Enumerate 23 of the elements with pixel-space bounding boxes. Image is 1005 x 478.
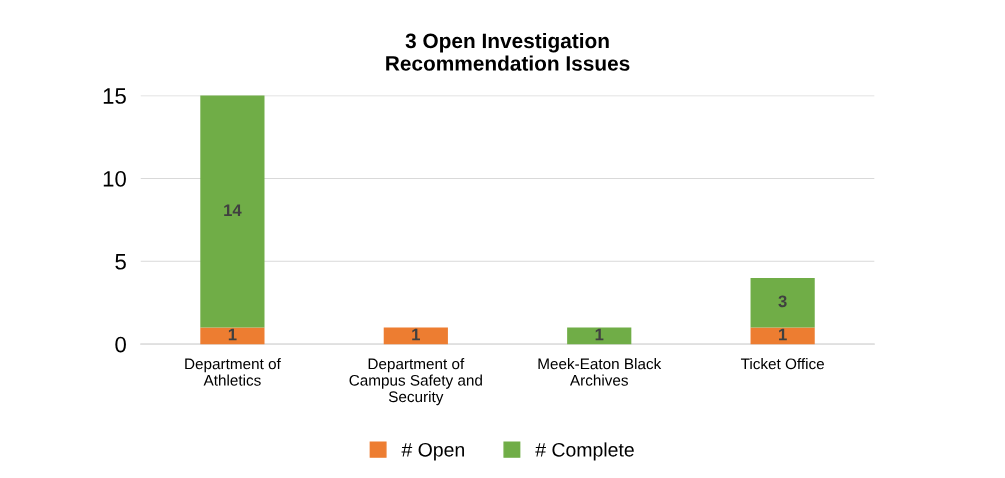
bar [200,95,265,328]
bar [200,327,265,345]
x-tick-label: Ticket Office [740,358,824,370]
y-tick-label: 15 [103,88,126,104]
legend-label: # Complete [535,442,634,461]
data-label: 1 [228,328,237,341]
x-tick-label: Meek-Eaton Black Archives [538,358,662,386]
bar [383,327,448,345]
x-tick-label: Department of Athletics [185,358,281,386]
bar [750,277,815,328]
bar [567,327,632,345]
data-label: 1 [595,328,604,341]
y-tick-label: 5 [115,254,126,270]
x-tick-label: Department of Campus Safety and Security [349,358,482,406]
data-label: 3 [778,295,787,308]
bar [750,327,815,345]
chart-title: 3 Open Investigation Recommendation Issues [386,32,630,71]
y-tick-label: 10 [103,170,126,187]
data-label: 14 [224,204,242,216]
data-label: 1 [779,328,787,341]
legend-label: # Open [401,442,464,461]
data-label: 1 [412,328,420,341]
y-tick-label: 0 [115,336,126,353]
